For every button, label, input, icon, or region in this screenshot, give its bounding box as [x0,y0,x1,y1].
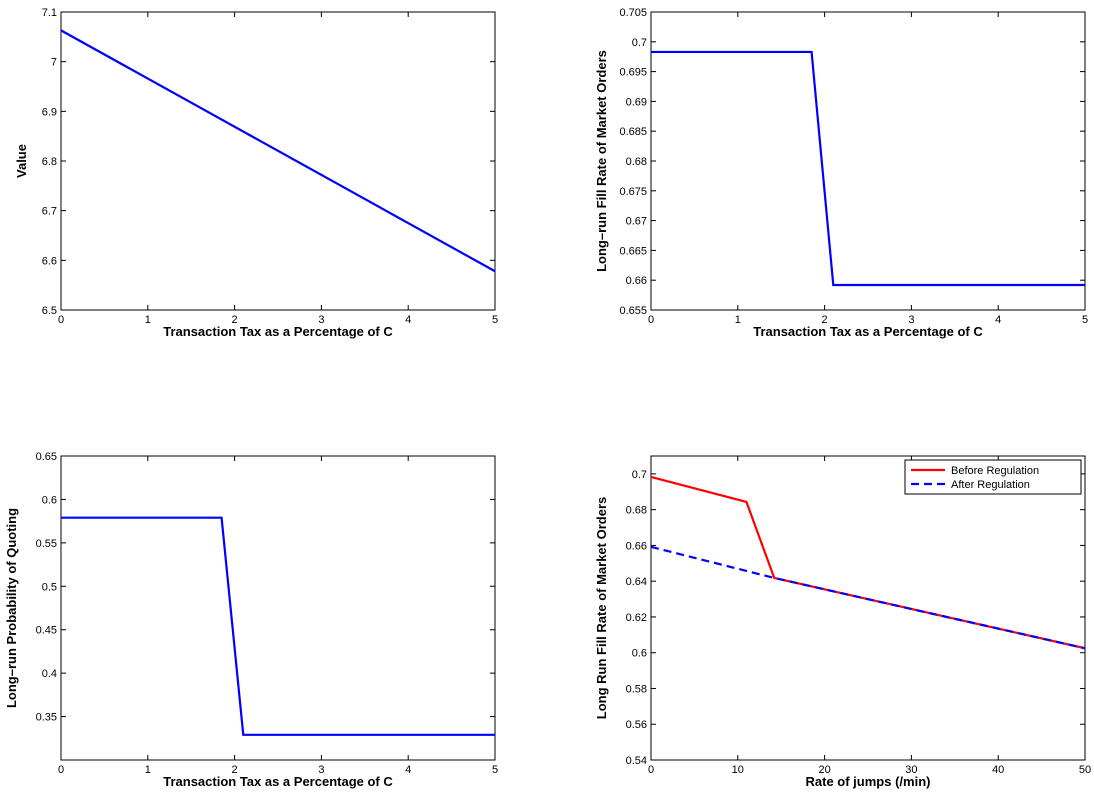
y-tick-label: 0.56 [626,719,647,731]
y-tick-label: 0.66 [626,540,647,552]
y-tick-label: 0.675 [619,186,647,198]
x-tick-label: 2 [232,314,238,326]
legend: Before Regulation After Regulation [904,459,1082,495]
y-tick-label: 0.695 [619,67,647,79]
series-line-1 [651,50,1085,287]
y-tick-label: 0.68 [626,156,647,168]
series-line-1 [60,29,496,273]
x-tick-label: 0 [648,764,654,776]
y-tick-label: 0.64 [626,576,647,588]
y-tick-label: 6.5 [42,305,57,317]
series-line-2 [650,545,1086,650]
plot-area-frame [650,11,1086,311]
x-axis-label: Transaction Tax as a Percentage of C [163,774,393,789]
y-tick-label: 0.66 [626,275,647,287]
y-tick-label: 0.35 [36,712,57,724]
y-tick-label: 0.7 [632,37,647,49]
x-tick-label: 30 [905,764,917,776]
y-tick-label: 0.7 [632,469,647,481]
x-tick-label: 0 [58,314,64,326]
y-tick-label: 0.45 [36,625,57,637]
y-axis-label: Long Run Fill Rate of Market Orders [594,497,609,719]
y-axis-label: Long–run Probability of Quoting [4,508,19,708]
y-tick-label: 0.685 [619,126,647,138]
x-tick-label: 4 [405,314,411,326]
x-tick-label: 20 [818,764,830,776]
x-tick-label: 5 [492,764,498,776]
y-tick-label: 0.58 [626,683,647,695]
plot-area-frame [60,455,496,761]
y-tick-label: 6.9 [42,106,57,118]
x-tick-label: 0 [58,764,64,776]
y-tick-label: 0.55 [36,538,57,550]
y-tick-label: 0.6 [632,648,647,660]
y-tick-label: 0.705 [619,7,647,19]
legend-box [904,459,1082,495]
x-axis-label: Transaction Tax as a Percentage of C [163,324,393,339]
x-tick-label: 0 [648,314,654,326]
y-tick-label: 6.7 [42,206,57,218]
x-tick-label: 4 [995,314,1001,326]
x-tick-label: 3 [318,314,324,326]
y-tick-label: 0.655 [619,305,647,317]
x-axis-label: Transaction Tax as a Percentage of C [753,324,983,339]
series-line-1 [61,516,495,736]
y-tick-label: 7 [51,57,57,69]
y-axis-label: Value [14,144,29,178]
plot-area-frame [650,455,1086,761]
y-tick-label: 0.5 [42,581,57,593]
chart-panel-3: 0 1 2 3 4 5 0.35 0.4 0.45 0.5 0.55 0.6 0.65 Transacti… [4,451,498,789]
y-tick-label: 0.6 [42,494,57,506]
y-axis-label: Long–run Fill Rate of Market Orders [594,50,609,272]
x-tick-label: 50 [1079,764,1091,776]
x-tick-label: 3 [318,764,324,776]
x-axis-label: Rate of jumps (/min) [806,774,931,789]
chart-panel-1: 0 1 2 3 4 5 6.5 6.6 6.7 6.8 6.9 7 7.1 Transaction Tax… [14,7,498,339]
x-tick-label: 1 [145,764,151,776]
legend-label: After Regulation [951,479,1030,491]
x-tick-label: 4 [405,764,411,776]
legend-label: Before Regulation [951,465,1039,477]
x-tick-label: 5 [1082,314,1088,326]
y-tick-label: 0.665 [619,245,647,257]
y-tick-label: 0.62 [626,612,647,624]
y-tick-label: 6.8 [42,156,57,168]
x-tick-label: 10 [732,764,744,776]
y-tick-label: 0.65 [36,451,57,463]
x-tick-label: 2 [232,764,238,776]
y-tick-label: 0.4 [42,668,57,680]
y-tick-label: 0.68 [626,505,647,517]
x-tick-label: 40 [992,764,1004,776]
plot-area-frame [60,11,496,311]
y-tick-label: 0.67 [626,216,647,228]
x-tick-label: 5 [492,314,498,326]
x-tick-label: 1 [735,314,741,326]
y-tick-label: 0.54 [626,755,647,767]
y-tick-label: 7.1 [42,7,57,19]
chart-panel-4: 0 10 20 30 40 50 0.54 0.56 0.58 0.6 0.62 0.64 0.66 0.… [594,455,1091,789]
y-tick-label: 0.69 [626,96,647,108]
x-tick-label: 1 [145,314,151,326]
x-tick-label: 2 [822,314,828,326]
x-tick-label: 3 [908,314,914,326]
chart-panel-2: 0 1 2 3 4 5 0.655 0.66 0.665 0.67 0.675 0.68 0.685 0.… [594,7,1088,339]
y-tick-label: 6.6 [42,255,57,267]
